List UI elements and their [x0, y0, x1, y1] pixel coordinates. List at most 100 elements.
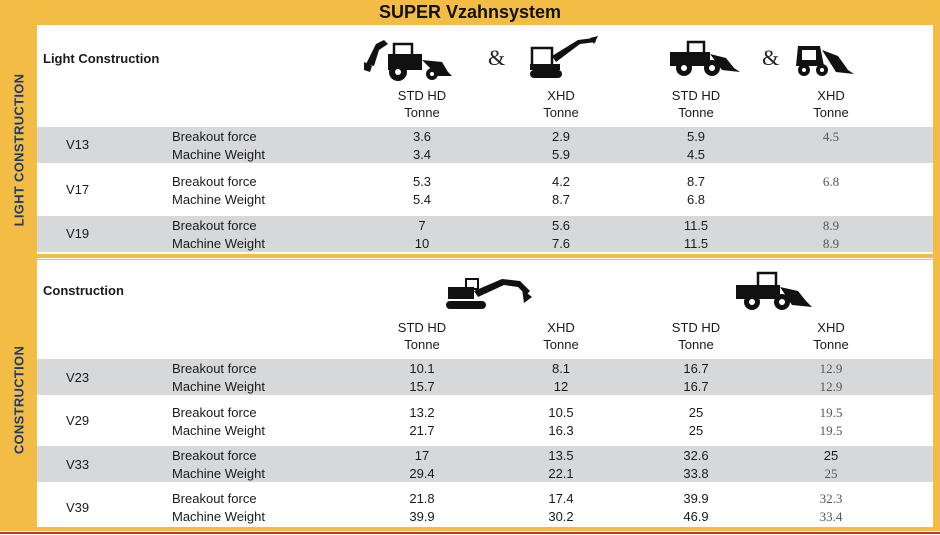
- excavator-icon: [446, 278, 532, 309]
- model-label: V17: [66, 182, 90, 197]
- value-cell: 11.5: [683, 236, 709, 251]
- side-bar-light: [0, 25, 37, 254]
- value-cell: 5.6: [551, 218, 571, 233]
- section-title-light: Light Construction: [43, 51, 160, 66]
- metric-label: Breakout force: [172, 405, 257, 420]
- value-cell: 10.1: [409, 361, 435, 376]
- model-label: V29: [66, 413, 90, 428]
- value-cell: 8.1: [551, 361, 571, 376]
- bottom-bar: [37, 527, 933, 531]
- value-cell: 25: [688, 405, 704, 420]
- value-cell: 16.7: [683, 379, 709, 394]
- value-cell: 8.9: [822, 236, 840, 251]
- value-cell: 29.4: [409, 466, 435, 481]
- value-cell: 30.2: [548, 509, 574, 524]
- wheel-loader-icon: [670, 40, 740, 76]
- metric-label: Machine Weight: [172, 192, 265, 207]
- value-cell: 3.4: [412, 147, 432, 162]
- value-cell: 32.6: [683, 448, 709, 463]
- value-cell: 22.1: [548, 466, 574, 481]
- value-cell: 6.8: [686, 192, 706, 207]
- ampersand-2: &: [762, 45, 780, 70]
- value-cell: 16.3: [548, 423, 574, 438]
- value-cell: 17.4: [548, 491, 574, 506]
- value-cell: 10.5: [548, 405, 574, 420]
- value-cell: 5.3: [412, 174, 432, 189]
- col-header-std-hd-1: STD HD Tonne: [397, 88, 447, 120]
- model-label: V13: [66, 137, 90, 152]
- value-cell: 4.2: [551, 174, 571, 189]
- value-cell: 13.2: [409, 405, 435, 420]
- section-divider: [37, 254, 933, 260]
- metric-label: Breakout force: [172, 361, 257, 376]
- mini-excavator-icon: [530, 36, 598, 78]
- right-border: [933, 25, 940, 531]
- side-bar-construction: [0, 254, 37, 531]
- value-cell: 10: [414, 236, 430, 251]
- metric-label: Breakout force: [172, 218, 257, 233]
- metric-label: Machine Weight: [172, 147, 265, 162]
- col-header-std-hd-2: STD HD Tonne: [671, 88, 721, 120]
- value-cell: 12: [553, 379, 569, 394]
- value-cell: 3.6: [412, 129, 432, 144]
- value-cell: 33.8: [683, 466, 709, 481]
- value-cell: 21.8: [409, 491, 435, 506]
- value-cell: 12.9: [819, 361, 843, 376]
- metric-label: Machine Weight: [172, 236, 265, 251]
- metric-label: Machine Weight: [172, 379, 265, 394]
- metric-label: Machine Weight: [172, 509, 265, 524]
- value-cell: 21.7: [409, 423, 435, 438]
- value-cell: 25: [688, 423, 704, 438]
- value-cell: 4.5: [686, 147, 706, 162]
- value-cell: 13.5: [548, 448, 574, 463]
- model-label: V39: [66, 500, 90, 515]
- model-label: V19: [66, 226, 90, 241]
- value-cell: 39.9: [683, 491, 709, 506]
- value-cell: 16.7: [683, 361, 709, 376]
- value-cell: 8.7: [686, 174, 706, 189]
- value-cell: 32.3: [819, 491, 843, 506]
- value-cell: 5.9: [551, 147, 571, 162]
- metric-label: Machine Weight: [172, 423, 265, 438]
- bottom-rule: [0, 532, 940, 534]
- col-header-xhd-2: XHD Tonne: [813, 320, 849, 352]
- value-cell: 8.7: [551, 192, 571, 207]
- metric-label: Breakout force: [172, 491, 257, 506]
- value-cell: 39.9: [409, 509, 435, 524]
- value-cell: 19.5: [819, 423, 843, 438]
- value-cell: 7.6: [551, 236, 571, 251]
- value-cell: 46.9: [683, 509, 709, 524]
- metric-label: Machine Weight: [172, 466, 265, 481]
- value-cell: 17: [414, 448, 430, 463]
- model-label: V23: [66, 370, 90, 385]
- col-header-xhd-1: XHD Tonne: [543, 88, 579, 120]
- ampersand-1: &: [488, 45, 506, 70]
- value-cell: 25: [823, 448, 839, 463]
- value-cell: 25: [824, 466, 838, 481]
- value-cell: 2.9: [551, 129, 571, 144]
- value-cell: 5.4: [412, 192, 432, 207]
- value-cell: 15.7: [409, 379, 435, 394]
- row-band: [37, 446, 933, 482]
- section-title-construction: Construction: [43, 283, 124, 298]
- row-band: [37, 216, 933, 252]
- section-divider-line: [37, 258, 933, 259]
- title-bar: [0, 0, 940, 25]
- row-band: [37, 127, 933, 163]
- col-header-std-hd-1: STD HD Tonne: [397, 320, 447, 352]
- col-header-xhd-2: XHD Tonne: [813, 88, 849, 120]
- value-cell: 11.5: [683, 218, 709, 233]
- backhoe-loader-icon: [364, 40, 452, 81]
- value-cell: 7: [418, 218, 426, 233]
- value-cell: 19.5: [819, 405, 843, 420]
- model-label: V33: [66, 457, 90, 472]
- wheel-loader-icon: [736, 271, 812, 310]
- value-cell: 8.9: [822, 218, 840, 233]
- metric-label: Breakout force: [172, 448, 257, 463]
- row-band: [37, 359, 933, 395]
- metric-label: Breakout force: [172, 129, 257, 144]
- metric-label: Breakout force: [172, 174, 257, 189]
- col-header-xhd-1: XHD Tonne: [543, 320, 579, 352]
- col-header-std-hd-2: STD HD Tonne: [671, 320, 721, 352]
- value-cell: 5.9: [686, 129, 706, 144]
